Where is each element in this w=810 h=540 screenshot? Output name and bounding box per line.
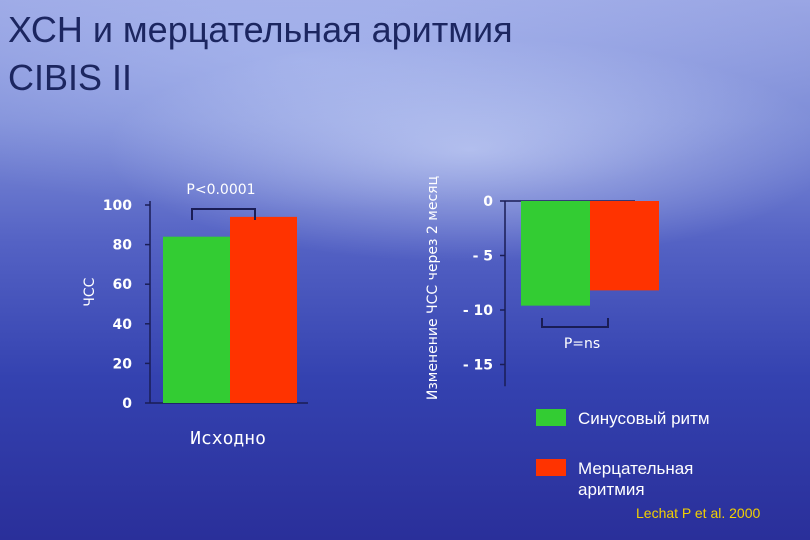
- source-citation: Lechat P et al. 2000: [636, 505, 761, 521]
- y-axis-title: ЧСС: [82, 277, 98, 306]
- y-tick-label: 0: [483, 194, 493, 210]
- legend-label-sinus: Синусовый ритм: [578, 409, 710, 428]
- y-tick-label: - 5: [473, 249, 493, 265]
- legend-item-af: Мерцательная аритмия: [536, 458, 748, 500]
- significance-bracket: [191, 208, 256, 220]
- bar-af: [230, 216, 297, 403]
- y-tick-label: - 10: [463, 303, 493, 319]
- y-tick-label: - 15: [463, 358, 493, 374]
- p-value-annotation: P=ns: [564, 336, 600, 352]
- y-tick-label: 80: [113, 238, 133, 254]
- slide-title: ХСН и мерцательная аритмия CIBIS II: [8, 6, 513, 102]
- title-line-1: ХСН и мерцательная аритмия: [8, 9, 513, 50]
- legend-item-sinus: Синусовый ритм: [536, 408, 748, 429]
- legend-swatch-sinus: [536, 409, 566, 426]
- y-axis-title: Изменение ЧСС через 2 месяц: [425, 176, 441, 400]
- bar-af: [590, 201, 659, 291]
- y-tick-label: 100: [103, 198, 132, 214]
- y-tick-label: 40: [113, 317, 133, 333]
- y-tick-label: 0: [122, 396, 132, 412]
- bar-sinus: [163, 236, 230, 403]
- bar-sinus: [521, 201, 590, 306]
- significance-bracket: [541, 318, 609, 328]
- y-tick-label: 20: [113, 356, 133, 372]
- p-value-annotation: P<0.0001: [186, 182, 255, 198]
- x-category-label: Исходно: [190, 428, 266, 449]
- title-line-2: CIBIS II: [8, 57, 133, 98]
- legend-label-af: Мерцательная аритмия: [578, 459, 694, 499]
- y-tick-label: 60: [113, 277, 133, 293]
- legend-swatch-af: [536, 459, 566, 476]
